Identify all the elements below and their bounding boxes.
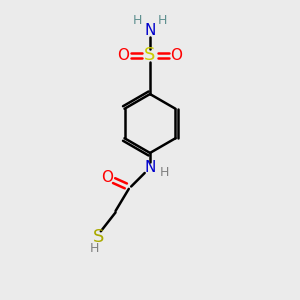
Text: H: H [159,167,169,179]
Text: O: O [118,48,130,63]
Text: N: N [144,23,156,38]
Text: H: H [133,14,142,27]
Text: H: H [158,14,167,27]
Text: O: O [102,169,114,184]
Text: S: S [144,46,156,64]
Text: S: S [93,228,104,246]
Text: H: H [89,242,99,255]
Text: N: N [144,160,156,175]
Text: O: O [170,48,182,63]
